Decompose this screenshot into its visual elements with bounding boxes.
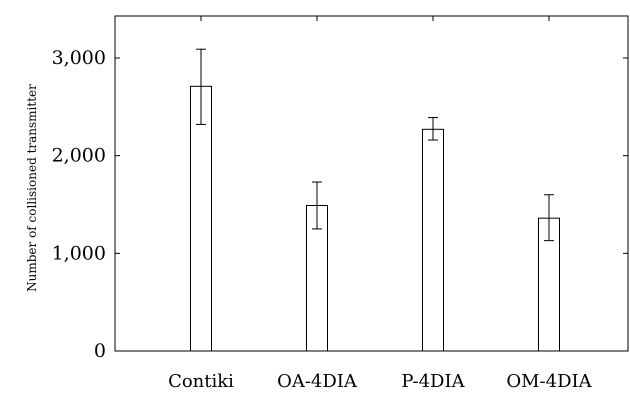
x-tick-label: OM-4DIA xyxy=(506,371,592,392)
x-axis-labels: Contiki OA-4DIA P-4DIA OM-4DIA xyxy=(168,371,593,392)
error-bars xyxy=(196,48,554,242)
plot-frame xyxy=(114,15,629,352)
y-tick-label: 3,000 xyxy=(52,47,106,69)
y-axis-ticks: 0 1,000 2,000 3,000 xyxy=(52,47,628,362)
y-tick-label: 0 xyxy=(94,340,106,362)
y-tick-label: 1,000 xyxy=(52,242,106,264)
y-tick-label: 2,000 xyxy=(52,145,106,167)
bars xyxy=(190,85,560,352)
y-axis-title: Number of collisioned transmitter xyxy=(25,84,39,292)
bar xyxy=(422,128,444,352)
bar xyxy=(190,85,212,352)
x-tick-label: Contiki xyxy=(168,371,234,392)
x-tick-label: OA-4DIA xyxy=(277,371,358,392)
x-tick-label: P-4DIA xyxy=(401,371,465,392)
